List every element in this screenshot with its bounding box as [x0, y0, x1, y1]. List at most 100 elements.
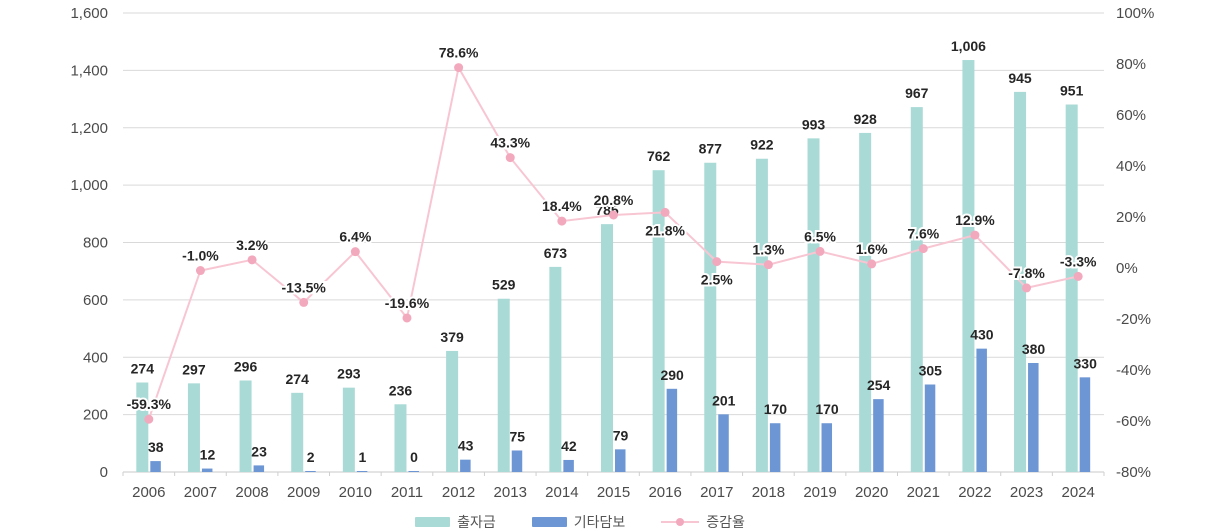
x-label-2012: 2012 [442, 484, 475, 501]
x-label-2020: 2020 [855, 484, 888, 501]
growth-rate-point-2010 [350, 247, 360, 257]
growth-rate-label-2023: -7.8% [1008, 265, 1045, 281]
x-label-2018: 2018 [752, 484, 785, 501]
bar-collateral-2009 [305, 471, 316, 472]
bar-label-collateral-2017: 201 [712, 392, 736, 408]
growth-rate-label-2012: 78.6% [439, 45, 479, 61]
growth-rate-point-2014 [557, 216, 567, 226]
bar-collateral-2020 [873, 399, 884, 472]
x-label-2007: 2007 [184, 484, 217, 501]
bar-collateral-2022 [976, 348, 987, 472]
y-axis-left-tick-0: 0 [100, 464, 108, 481]
bar-label-collateral-2011: 0 [410, 449, 418, 465]
bar-label-investment-2021: 967 [905, 85, 929, 101]
bar-collateral-2006 [150, 461, 161, 472]
growth-rate-label-2016: 21.8% [645, 222, 685, 238]
bar-label-investment-2011: 236 [389, 382, 413, 398]
x-label-2008: 2008 [235, 484, 268, 501]
bar-investment-2020 [859, 132, 872, 472]
bar-investment-2006 [136, 382, 149, 472]
bar-label-investment-2016: 762 [647, 148, 671, 164]
y-axis-left-tick-800: 800 [83, 235, 108, 252]
bar-collateral-2010 [356, 471, 368, 472]
bar-investment-2024 [1065, 104, 1078, 472]
growth-rate-point-2018 [763, 260, 773, 270]
x-label-2019: 2019 [803, 484, 836, 501]
y-axis-right-tick--20: -20% [1116, 311, 1151, 328]
growth-rate-label-2017: 2.5% [701, 272, 733, 288]
bar-label-collateral-2012: 43 [458, 438, 474, 454]
growth-rate-point-2020 [867, 259, 877, 269]
bar-label-investment-2023: 945 [1008, 70, 1032, 86]
growth-rate-point-2008 [247, 255, 257, 265]
growth-rate-label-2014: 18.4% [542, 198, 582, 214]
growth-rate-point-2012 [454, 63, 464, 73]
growth-rate-point-2006 [144, 414, 154, 424]
x-label-2023: 2023 [1010, 484, 1043, 501]
y-axis-right-tick--60: -60% [1116, 413, 1151, 430]
bar-investment-2021 [910, 107, 923, 472]
x-label-2009: 2009 [287, 484, 320, 501]
y-axis-right-tick-80: 80% [1116, 56, 1146, 73]
bar-label-investment-2012: 379 [440, 329, 464, 345]
bar-label-collateral-2008: 23 [251, 443, 267, 459]
growth-rate-point-2009 [299, 297, 309, 307]
bar-collateral-2012 [460, 459, 471, 472]
x-label-2010: 2010 [339, 484, 372, 501]
bar-investment-2022 [962, 60, 975, 473]
growth-rate-label-2015: 20.8% [594, 192, 634, 208]
growth-rate-label-2018: 1.3% [752, 242, 784, 258]
growth-rate-label-2022: 12.9% [955, 212, 995, 228]
legend-item-collateral: 기타담보 [531, 512, 625, 531]
chart-legend: 출자금 기타담보 증감율 [0, 512, 1160, 531]
bar-label-collateral-2024: 330 [1074, 355, 1098, 371]
bar-collateral-2008 [253, 465, 265, 472]
bar-label-investment-2013: 529 [492, 277, 516, 293]
bar-collateral-2013 [511, 450, 523, 472]
bar-label-investment-2024: 951 [1060, 83, 1084, 99]
bar-label-investment-2006: 274 [131, 360, 155, 376]
bar-label-collateral-2006: 38 [148, 439, 164, 455]
x-label-2017: 2017 [700, 484, 733, 501]
growth-rate-point-2022 [970, 230, 980, 240]
bar-label-collateral-2018: 170 [764, 401, 788, 417]
x-label-2006: 2006 [132, 484, 165, 501]
bar-label-investment-2018: 922 [750, 137, 774, 153]
bar-label-investment-2017: 877 [699, 141, 723, 157]
bar-collateral-2007 [201, 468, 213, 472]
bar-investment-2013 [497, 298, 510, 472]
growth-rate-point-2017 [712, 257, 722, 267]
legend-item-investment: 출자금 [415, 512, 496, 531]
bar-investment-2015 [601, 224, 613, 472]
y-axis-right-tick-20: 20% [1116, 209, 1146, 226]
bar-investment-2019 [807, 138, 820, 472]
growth-rate-label-2020: 1.6% [856, 241, 888, 257]
bar-label-collateral-2022: 430 [970, 327, 994, 343]
y-axis-right-tick-40: 40% [1116, 158, 1146, 175]
growth-rate-point-2013 [505, 153, 515, 163]
growth-rate-point-2015 [609, 210, 618, 220]
x-label-2011: 2011 [391, 484, 423, 501]
bar-collateral-2023 [1028, 362, 1039, 472]
y-axis-left-tick-1600: 1,600 [70, 5, 108, 22]
bar-investment-2008 [239, 380, 252, 472]
bar-label-investment-2014: 673 [544, 245, 568, 261]
y-axis-left-tick-1400: 1,400 [70, 62, 108, 79]
y-axis-right-tick-60: 60% [1116, 107, 1146, 124]
bar-collateral-2011 [408, 471, 419, 472]
bar-label-collateral-2013: 75 [509, 428, 525, 444]
bar-collateral-2018 [769, 423, 781, 472]
bar-collateral-2016 [666, 388, 678, 472]
growth-rate-label-2013: 43.3% [490, 135, 530, 151]
bar-label-collateral-2020: 254 [867, 377, 891, 393]
bar-investment-2012 [446, 350, 459, 472]
x-label-2021: 2021 [907, 484, 940, 501]
bar-investment-2007 [187, 383, 200, 472]
bar-label-collateral-2015: 79 [613, 427, 629, 443]
y-axis-right-tick--80: -80% [1116, 464, 1151, 481]
x-label-2014: 2014 [545, 484, 578, 501]
growth-rate-label-2009: -13.5% [282, 279, 327, 295]
legend-item-growth-rate: 증감율 [661, 512, 745, 531]
